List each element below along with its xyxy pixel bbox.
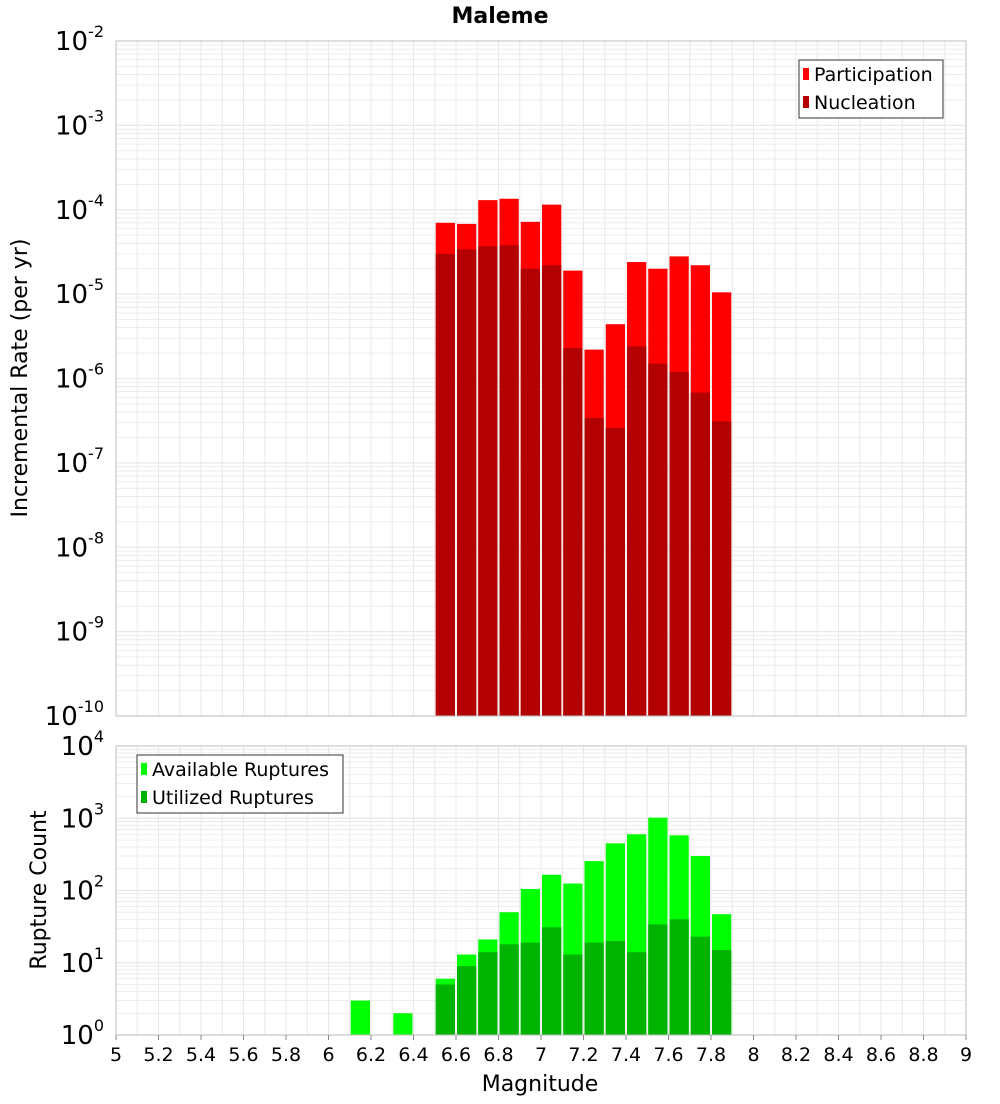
legend-swatch — [141, 791, 147, 803]
rate-bar-inner — [690, 392, 710, 716]
rate-plot: 10-10 10-9 10-8 10-7 10-6 10-5 10-4 10-3 10-2 Par… — [45, 22, 967, 732]
chart-title: Maleme — [451, 4, 548, 29]
x-tick-label: 5.8 — [271, 1044, 301, 1066]
rupture-count-plot: 100 101 102 103 104 Available Ruptures Utilize… — [61, 727, 967, 1051]
y-tick-label: 100 — [61, 1016, 104, 1051]
rate-bar-inner — [648, 363, 668, 716]
x-tick-label: 8 — [747, 1044, 759, 1066]
y-tick-label: 10-2 — [55, 22, 104, 57]
y-tick-label: 10-3 — [55, 106, 104, 141]
y-tick-label: 10-4 — [55, 191, 104, 226]
rupture-bar-inner — [542, 927, 562, 1035]
x-tick-label: 7.2 — [568, 1044, 598, 1066]
y-tick-label: 10-10 — [45, 697, 104, 732]
x-tick-label: 7.6 — [653, 1044, 683, 1066]
x-tick-label: 6 — [322, 1044, 334, 1066]
legend-label: Nucleation — [814, 92, 916, 114]
x-tick-label: 5.2 — [143, 1044, 173, 1066]
rupture-bar-inner — [520, 942, 540, 1035]
rupture-bar-inner — [563, 954, 583, 1035]
legend-swatch — [803, 96, 809, 108]
rupture-bar-outer — [393, 1013, 413, 1035]
y-tick-label: 10-8 — [55, 528, 104, 563]
legend-swatch — [803, 68, 809, 80]
legend-label: Participation — [814, 64, 933, 86]
rate-bar-inner — [605, 427, 625, 716]
x-tick-label: 7 — [535, 1044, 547, 1066]
x-tick-label: 8.4 — [823, 1044, 853, 1066]
rate-bar-inner — [499, 245, 519, 717]
rate-bar-inner — [457, 249, 477, 716]
rupture-bar-inner — [648, 924, 668, 1035]
x-tick-label: 5.6 — [228, 1044, 258, 1066]
rupture-bar-inner — [478, 952, 498, 1035]
y-tick-label: 10-5 — [55, 275, 104, 310]
legend-box — [136, 754, 344, 814]
x-tick-label: 8.6 — [866, 1044, 896, 1066]
legend-label: Available Ruptures — [152, 759, 329, 781]
x-tick-label: 8.2 — [781, 1044, 811, 1066]
rate-bar-inner — [542, 265, 562, 716]
legend-swatch — [141, 763, 147, 775]
rate-bar-inner — [435, 253, 455, 716]
x-axis-ticks: 5 5.2 5.4 5.6 5.8 6 6.2 6.4 6.6 6.8 7 7.2 7.4 7.6 7.8 8… — [110, 1035, 972, 1066]
y-tick-label: 104 — [61, 727, 104, 762]
y-tick-label: 10-9 — [55, 613, 104, 648]
x-tick-label: 9 — [960, 1044, 972, 1066]
rupture-bar-inner — [605, 941, 625, 1035]
x-tick-label: 8.8 — [908, 1044, 938, 1066]
rupture-bar-inner — [627, 952, 647, 1035]
x-tick-label: 7.8 — [696, 1044, 726, 1066]
y-axis-label-rate: Incremental Rate (per yr) — [8, 239, 33, 518]
y-tick-label: 101 — [61, 944, 104, 979]
y-tick-label: 10-6 — [55, 360, 104, 395]
legend-label: Utilized Ruptures — [152, 787, 314, 809]
rupture-bar-inner — [499, 944, 519, 1035]
x-tick-label: 5 — [110, 1044, 122, 1066]
rate-bar-inner — [478, 246, 498, 716]
rupture-bar-inner — [669, 919, 689, 1035]
x-tick-label: 7.4 — [611, 1044, 641, 1066]
y-tick-label: 10-7 — [55, 444, 104, 479]
rupture-bar-inner — [457, 966, 477, 1035]
rupture-bar-inner — [712, 950, 732, 1035]
x-tick-label: 6.2 — [356, 1044, 386, 1066]
y-tick-label: 103 — [61, 799, 104, 834]
rate-bar-inner — [563, 347, 583, 716]
x-tick-label: 5.4 — [186, 1044, 216, 1066]
y-axis-label-rupture-count: Rupture Count — [27, 810, 52, 970]
rate-bar-inner — [627, 346, 647, 716]
x-tick-label: 6.6 — [441, 1044, 471, 1066]
x-tick-label: 6.4 — [398, 1044, 428, 1066]
rate-legend: Participation Nucleation — [798, 59, 944, 119]
rupture-legend: Available Ruptures Utilized Ruptures — [136, 754, 344, 814]
rate-bar-inner — [712, 421, 732, 716]
rupture-bar-outer — [350, 1000, 370, 1035]
rate-bar-inner — [669, 371, 689, 716]
rupture-bar-inner — [584, 942, 604, 1035]
rate-bar-inner — [584, 418, 604, 716]
x-axis-label: Magnitude — [482, 1072, 599, 1097]
plot-frame — [115, 40, 967, 717]
x-tick-label: 6.8 — [483, 1044, 513, 1066]
rupture-bar-inner — [435, 984, 455, 1035]
rupture-bar-inner — [690, 936, 710, 1035]
y-tick-label: 102 — [61, 872, 104, 907]
legend-box — [798, 59, 944, 119]
rate-bar-inner — [520, 268, 540, 716]
